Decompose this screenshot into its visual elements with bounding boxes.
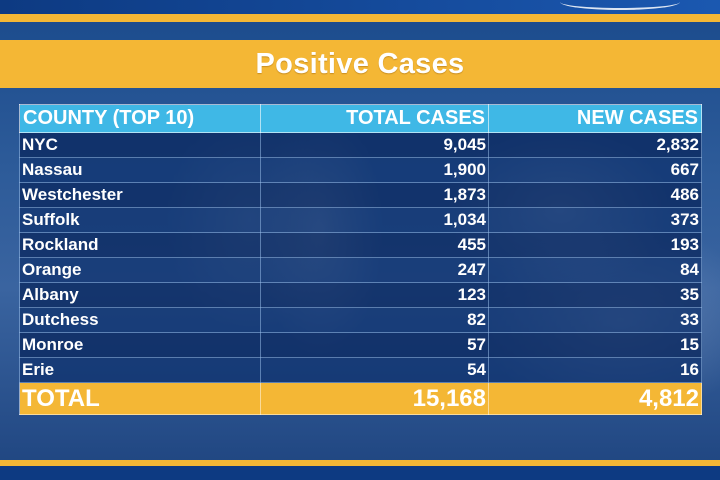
page-title: Positive Cases [255,47,465,80]
top-gold-strip [0,14,720,22]
new-cases-cell: 667 [488,157,702,183]
table-row: Westchester 1,873 486 [19,182,702,208]
header-county: COUNTY (TOP 10) [19,104,261,133]
total-cases-cell: 54 [260,357,489,383]
total-cases-cell: 1,873 [260,182,489,208]
new-cases-cell: 193 [488,232,702,258]
new-cases-cell: 16 [488,357,702,383]
table-row: Suffolk 1,034 373 [19,207,702,233]
county-cell: Nassau [19,157,261,183]
total-row: TOTAL 15,168 4,812 [19,382,702,415]
county-cell: Suffolk [19,207,261,233]
county-cell: NYC [19,132,261,158]
table-row: Erie 54 16 [19,357,702,383]
county-cell: Monroe [19,332,261,358]
new-cases-cell: 33 [488,307,702,333]
table-row: Rockland 455 193 [19,232,702,258]
county-cell: Dutchess [19,307,261,333]
total-cases-cell: 57 [260,332,489,358]
bottom-gold-strip [0,460,720,466]
new-cases-cell: 15 [488,332,702,358]
table-row: Nassau 1,900 667 [19,157,702,183]
total-label: TOTAL [19,382,261,415]
table-row: Monroe 57 15 [19,332,702,358]
total-cases-cell: 1,900 [260,157,489,183]
total-cases-cell: 1,034 [260,207,489,233]
total-cases-cell: 247 [260,257,489,283]
header-total-cases: TOTAL CASES [260,104,489,133]
new-cases-cell: 2,832 [488,132,702,158]
top-blue-strip [0,0,720,14]
table-row: Dutchess 82 33 [19,307,702,333]
county-cell: Albany [19,282,261,308]
total-cases-sum: 15,168 [260,382,489,415]
new-cases-cell: 486 [488,182,702,208]
total-cases-cell: 82 [260,307,489,333]
county-cell: Westchester [19,182,261,208]
new-cases-cell: 373 [488,207,702,233]
county-cell: Erie [19,357,261,383]
cases-table: COUNTY (TOP 10) TOTAL CASES NEW CASES NY… [19,104,702,415]
table-row: Albany 123 35 [19,282,702,308]
table-header-row: COUNTY (TOP 10) TOTAL CASES NEW CASES [19,104,702,133]
cases-table-container: COUNTY (TOP 10) TOTAL CASES NEW CASES NY… [19,104,702,415]
new-cases-cell: 35 [488,282,702,308]
bottom-blue-strip [0,466,720,480]
title-bar: Positive Cases [0,40,720,88]
county-cell: Rockland [19,232,261,258]
table-row: Orange 247 84 [19,257,702,283]
new-cases-sum: 4,812 [488,382,702,415]
total-cases-cell: 455 [260,232,489,258]
new-cases-cell: 84 [488,257,702,283]
swoosh-graphic [560,0,680,10]
total-cases-cell: 123 [260,282,489,308]
total-cases-cell: 9,045 [260,132,489,158]
county-cell: Orange [19,257,261,283]
table-row: NYC 9,045 2,832 [19,132,702,158]
header-new-cases: NEW CASES [488,104,702,133]
